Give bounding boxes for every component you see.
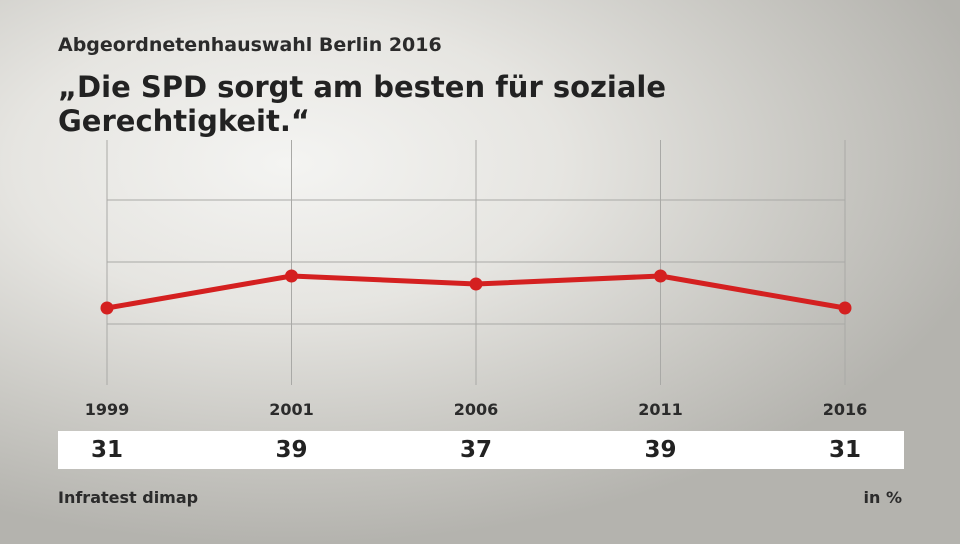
data-point-2011: [654, 269, 667, 283]
chart-title: „Die SPD sorgt am besten für soziale Ger…: [58, 70, 667, 138]
x-axis-tick-labels: 1999 2001 2006 2011 2016: [85, 400, 868, 419]
x-tick-label: 2016: [823, 400, 868, 419]
x-tick-label: 2011: [638, 400, 683, 419]
value-label-2001: 39: [275, 437, 308, 463]
line-chart: 1999 2001 2006 2011 2016: [85, 140, 868, 419]
value-row: 31 39 37 39 31: [58, 431, 904, 469]
x-tick-label: 1999: [85, 400, 130, 419]
value-label-1999: 31: [90, 437, 123, 463]
data-point-2001: [285, 269, 298, 283]
value-label-2016: 31: [828, 437, 861, 463]
series-spd: [100, 269, 852, 315]
value-label-2011: 39: [644, 437, 677, 463]
x-tick-label: 2001: [269, 400, 314, 419]
unit-label: in %: [863, 488, 902, 507]
value-label-2006: 37: [459, 437, 492, 463]
source-label: Infratest dimap: [58, 488, 199, 507]
grid-lines: [106, 140, 846, 385]
data-point-2016: [838, 301, 852, 315]
data-point-2006: [469, 277, 483, 291]
chart-subtitle: Abgeordnetenhauswahl Berlin 2016: [58, 34, 442, 56]
data-point-1999: [100, 301, 114, 315]
x-tick-label: 2006: [454, 400, 499, 419]
